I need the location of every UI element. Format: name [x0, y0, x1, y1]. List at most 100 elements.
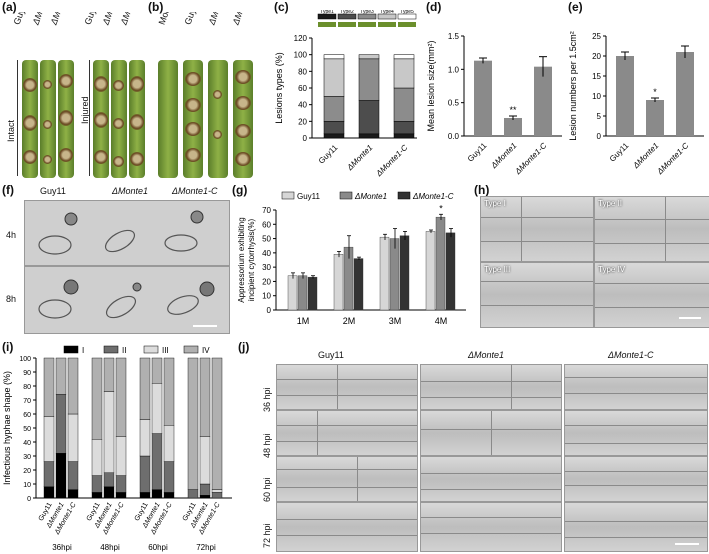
legend-swatch: [281, 191, 295, 200]
y-tick-label: 20: [262, 277, 271, 286]
micrograph-8h: [24, 266, 230, 334]
legend-label: Type1: [320, 10, 334, 15]
panel-label-e: (e): [568, 0, 583, 14]
chart-d-lesion-size: 0.0 0.5 1.0 1.5 Mean lesion size(mm²) ** Guy11…: [426, 32, 562, 177]
stacked-bar-segment: [103, 391, 115, 473]
leaf: [183, 60, 203, 178]
type2-label: Type II: [598, 199, 623, 208]
stacked-bar-segment: [358, 100, 380, 135]
stacked-bar-segment: [211, 489, 223, 493]
y-tick-label: 30: [23, 454, 31, 461]
stacked-bar-segment: [139, 455, 151, 493]
y-tick-label: 20: [298, 117, 307, 126]
stacked-bar-segment: [151, 489, 163, 499]
bar: [504, 118, 522, 136]
legend-label: Guy11: [297, 192, 321, 201]
y-tick-label: 40: [23, 440, 31, 447]
bar: [307, 276, 318, 311]
bar: [646, 100, 664, 136]
panel-label-g: (g): [232, 183, 248, 197]
y-axis-label: Mean lesion size(mm²): [426, 40, 436, 131]
type3-label: Type III: [484, 265, 511, 274]
leaf-col-monte1c-injured: ΔMonte1-C: [119, 12, 144, 26]
bar: [379, 236, 390, 311]
micrograph-j: [420, 364, 562, 410]
y-tick-label: 60: [298, 84, 307, 93]
y-tick-label: 50: [262, 235, 271, 244]
micrograph-4h: [24, 200, 230, 266]
y-tick-label: 10: [23, 482, 31, 489]
stacked-bar-segment: [187, 489, 199, 499]
stacked-bar-segment: [323, 133, 345, 139]
x-tick-label: ΔMonte1: [345, 143, 375, 173]
stacked-bar-segment: [211, 357, 223, 490]
stacked-bar-segment: [151, 383, 163, 434]
y-tick-label: 40: [298, 101, 307, 110]
stacked-bar-segment: [163, 492, 175, 499]
chart-e-lesion-numbers: 0 5 10 15 20 25 Lesion numbers per 1.5cm² * Guy1…: [568, 31, 704, 177]
y-tick-label: 0: [303, 134, 308, 143]
leaf: [58, 60, 74, 178]
legend-label: ΔMonte1-C: [412, 192, 454, 201]
panel-label-j: (j): [238, 340, 250, 354]
bar: [425, 231, 436, 311]
legend-swatch: [397, 13, 417, 20]
legend-leaf-swatch: [398, 22, 416, 27]
stacked-bar-segment: [43, 461, 55, 487]
y-tick-label: 90: [23, 370, 31, 377]
y-tick-label: 0: [597, 132, 602, 141]
bar: [534, 66, 552, 136]
stacked-bar-segment: [91, 357, 103, 440]
bar: [343, 246, 354, 311]
stacked-bar-segment: [43, 486, 55, 499]
leaf-col-monte1-b: ΔMonte1: [207, 12, 229, 26]
stacked-bar-segment: [91, 438, 103, 476]
micrograph-j: [276, 410, 418, 456]
type1-label: Type I: [484, 199, 506, 208]
micrograph-j: [564, 456, 708, 502]
x-tick-label: Guy11: [466, 141, 489, 164]
legend-leaf-swatch: [318, 22, 336, 27]
f-col-monte1: ΔMonte1: [112, 186, 149, 196]
panel-f-micrographs: Guy11 ΔMonte1 ΔMonte1-C 4h 8h: [0, 186, 230, 338]
x-tick-label: Guy11: [608, 141, 631, 164]
x-tick-label: 1M: [297, 316, 310, 326]
legend-swatch: [377, 13, 397, 20]
micrograph-j: [276, 364, 418, 410]
panel-label-a: (a): [2, 0, 17, 14]
conidia-drawing: [38, 279, 217, 327]
panel-b-leaves: Mock Guy11 ΔMonte1 ΔMonte1-C: [150, 12, 270, 180]
legend-swatch: [357, 13, 377, 20]
y-tick-label: 10: [262, 292, 271, 301]
panel-label-d: (d): [426, 0, 442, 14]
bar: [399, 235, 410, 311]
legend-swatch: [317, 13, 337, 20]
x-tick-label: Guy11: [317, 143, 340, 166]
stacked-bar-segment: [139, 492, 151, 499]
stacked-bar-segment: [199, 357, 211, 437]
y-tick-label: 30: [262, 263, 271, 272]
stacked-bar-segment: [151, 433, 163, 490]
leaf-col-guy11: Guy11: [11, 12, 30, 27]
stacked-bar-segment: [199, 436, 211, 485]
stacked-bar-segment: [103, 472, 115, 488]
stacked-bar-segment: [115, 357, 127, 437]
leaf-col-monte1c: ΔMonte1-C: [49, 12, 74, 26]
bar: [287, 275, 298, 311]
y-tick-label: 100: [19, 356, 31, 363]
panel-h-micrographs: Type I Type II Type III Type IV: [480, 196, 709, 330]
leaf: [22, 60, 38, 178]
y-tick-label: 5: [597, 112, 602, 121]
y-tick-label: 60: [262, 220, 271, 229]
stacked-bar-segment: [67, 357, 79, 415]
legend-swatch: [143, 345, 159, 354]
micrograph-j: [564, 364, 708, 410]
conidia-drawing: [38, 210, 204, 255]
legend-label: Type4: [380, 10, 394, 15]
stacked-bar-segment: [393, 121, 415, 135]
stacked-bar-segment: [67, 413, 79, 462]
x-tick-label: 4M: [435, 316, 448, 326]
leaf-col-guy11-injured: Guy11: [82, 12, 101, 27]
y-tick-label: 0: [27, 496, 31, 503]
j-row-60: 60 hpi: [262, 477, 272, 502]
